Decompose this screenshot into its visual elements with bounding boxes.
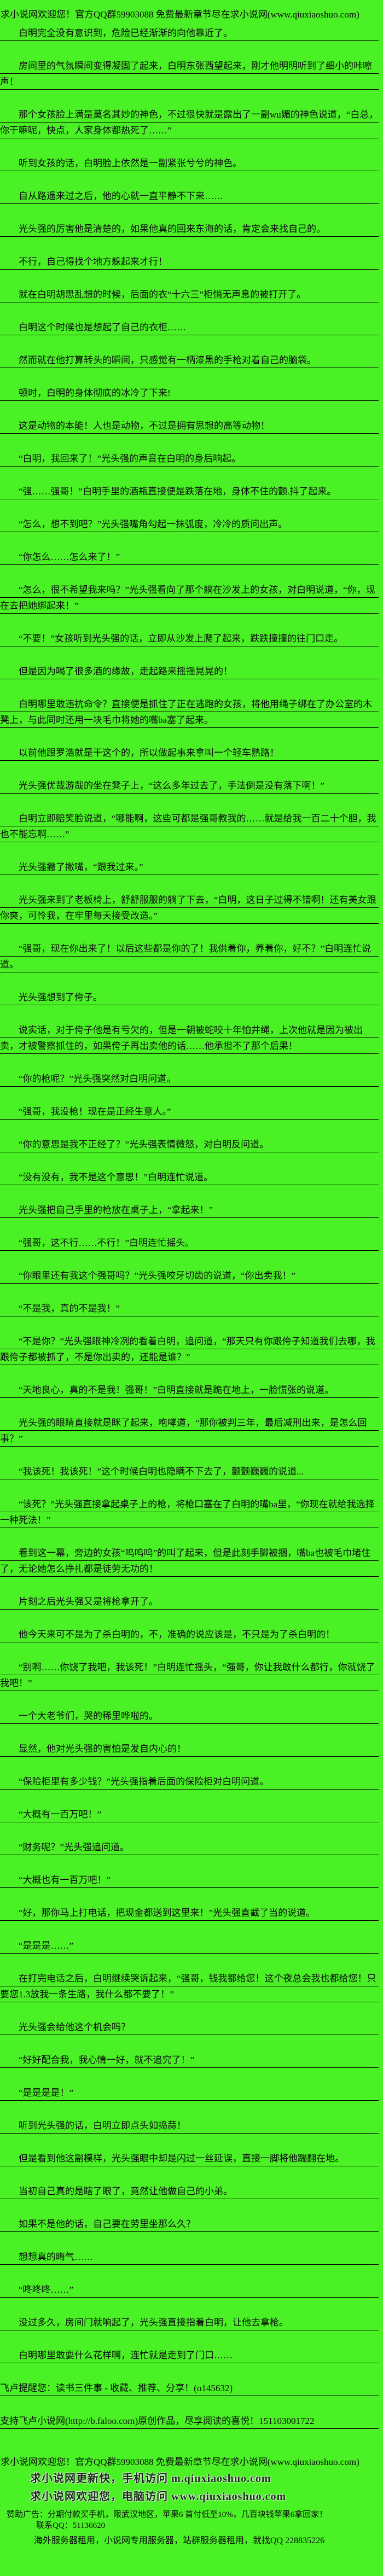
novel-paragraph: 然而就在他打算转头的瞬间，只感觉有一柄漆黑的手枪对着自己的脑袋。 (0, 352, 379, 368)
novel-paragraph: “白明，我回来了！”光头强的声音在白明的身后响起。 (0, 451, 379, 467)
novel-paragraph: “我该死！我该死！”这个时候白明也隐瞒不下去了，颤颤巍巍的说道... (0, 1464, 379, 1479)
novel-paragraph: 光头强撇了撇嘴，“跟我过来。” (0, 859, 379, 875)
novel-paragraph: “大概也有一百万吧！” (0, 1872, 379, 1888)
novel-paragraph: 白明哪里敢耍什么花样啊，连忙就是走到了门口…… (0, 2347, 379, 2363)
novel-paragraph: “强哥，我没枪！现在是正经生意人。” (0, 1104, 379, 1120)
novel-paragraph: 房间里的气氛瞬间变得凝固了起来，白明东张西望起来，刚才他明明听到了细小的咔嚓声！ (0, 58, 379, 90)
novel-paragraph: 光头强优哉游哉的坐在凳子上，“这么多年过去了，手法倒是没有落下啊！” (0, 778, 379, 794)
novel-paragraph: “保险柜里有多少钱？”光头强指着后面的保险柜对白明问道。 (0, 1774, 379, 1790)
novel-paragraph: “不是你？”光头强眼神冷冽的看着白明，追问道，“那天只有你跟侉子知道我们去哪，我… (0, 1333, 379, 1365)
novel-paragraph: 当初自己真的是瞎了眼了，竟然让他做自己的小弟。 (0, 2183, 379, 2199)
novel-paragraph: “好，那你马上打电话，把现金都送到这里来！”光头强直截了当的说道。 (0, 1905, 379, 1921)
faloo-notice-paragraph: 飞卢提醒您：读书三件事 - 收藏、推荐、分享！(o145632) (0, 2380, 379, 2396)
novel-paragraph: 如果不是他的话，自己要在劳里坐那么久？ (0, 2216, 379, 2232)
novel-paragraph: 光头强把自己手里的枪放在桌子上，“拿起来！” (0, 1202, 379, 1218)
novel-paragraph: 想想真的晦气…… (0, 2249, 379, 2265)
novel-paragraph: “该死？”光头强直接拿起桌子上的枪，将枪口塞在了白明的嘴ba里，“你现在就给我选… (0, 1496, 379, 1528)
novel-paragraph: 看到这一幕，旁边的女孩“呜呜呜”的叫了起来，但是此刻手脚被捆，嘴ba也被毛巾堵住… (0, 1545, 379, 1577)
novel-paragraph: 光头强会给他这个机会吗？ (0, 2019, 379, 2035)
novel-paragraph: “没有没有，我不是这个意思！”白明连忙说道。 (0, 1169, 379, 1185)
novel-paragraph: 光头强想到了侉子。 (0, 989, 379, 1005)
footer-pc-access-line: 求小说网欢迎您，电脑访问 www.qiuxiaoshuo.com (30, 2491, 287, 2503)
novel-paragraph: 白明这个时候也是想起了自己的衣柜…… (0, 319, 379, 335)
novel-paragraph: “是是是……” (0, 1938, 379, 1954)
novel-paragraph: “你的枪呢？”光头强突然对白明问道。 (0, 1071, 379, 1087)
novel-paragraph: 自从路遥来过之后，他的心就一直平静不下来…… (0, 188, 379, 204)
novel-paragraph: 没过多久，房间门就响起了，光头强直接指着白明，让他去拿枪。 (0, 2315, 379, 2330)
novel-paragraph: “不要！”女孩听到光头强的话，立即从沙发上爬了起来，跌跌撞撞的往门口走。 (0, 631, 379, 646)
novel-paragraph: 光头强的眼睛直接就是眯了起来，咆哮道，“那你被判三年，最后减刑出来，是怎么回事？… (0, 1415, 379, 1447)
novel-paragraph: “怎么，想不到吧？”光头强嘴角勾起一抹弧度，冷冷的质问出声。 (0, 516, 379, 532)
footer-sponsor-qq-line: 联系QQ：51136620 (36, 2521, 106, 2530)
novel-paragraph: 他今天来可不是为了杀白明的，不，准确的说应该是，不只是为了杀白明的！ (0, 1627, 379, 1642)
novel-paragraph: 就在白明胡思乱想的时候，后面的衣“十六三”柜悄无声息的被打开了。 (0, 287, 379, 302)
footer-mobile-access-line: 求小说网更新快，手机访问 m.qiuxiaoshuo.com (30, 2473, 271, 2485)
novel-paragraph: 一个大老爷们，哭的稀里哗啦的。 (0, 1708, 379, 1724)
novel-paragraph: 但是看到他这副模样，光头强眼中却是闪过一丝延误，直接一脚将他踹翻在地。 (0, 2150, 379, 2166)
novel-paragraph: “你怎么……怎么来了！” (0, 549, 379, 565)
novel-paragraph: “天地良心，真的不是我！强哥！”白明直接就是跪在地上，一脸慌张的说道。 (0, 1382, 379, 1398)
novel-paragraph: 听到光头强的话，白明立即点头如捣蒜！ (0, 2118, 379, 2134)
novel-paragraph: “你的意思是我不正经了？”光头强表情微怒，对白明反问道。 (0, 1137, 379, 1152)
novel-paragraph: 顿时，白明的身体彻底的冰冷了下来! (0, 385, 379, 401)
novel-paragraph: 听到女孩的话，白明脸上依然是一副紧张兮兮的神色。 (0, 155, 379, 171)
novel-paragraph: 但是因为喝了很多酒的缘故，走起路来摇摇晃晃的！ (0, 663, 379, 679)
novel-paragraph: “财务呢？”光头强追问道。 (0, 1839, 379, 1855)
novel-paragraph: 在打完电话之后，白明继续哭诉起来，“强哥，钱我都给您！这个夜总会我也都给您！只要… (0, 1971, 379, 2002)
novel-paragraph: 显然，他对光头强的害怕是发自内心的！ (0, 1741, 379, 1757)
novel-paragraph: 光头强来到了老板椅上，舒舒服服的躺了下去，“白明，这日子过得不错啊！还有美女跟你… (0, 892, 379, 924)
novel-paragraph: “强哥，这不行……不行！”白明连忙摇头。 (0, 1235, 379, 1251)
page-footer: 求小说网欢迎您！官方QQ群59903088 免费最新章节尽在求小说网(www.q… (0, 2454, 383, 2547)
site-welcome-header: 求小说网欢迎您！官方QQ群59903088 免费最新章节尽在求小说网(www.q… (1, 9, 359, 20)
novel-paragraph: 白明哪里敢违抗命令？直接便是抓住了正在逃跑的女孩，将他用绳子绑在了办公室的木凳上… (0, 696, 379, 728)
novel-paragraph: 白明立即赔笑脸说道，“哪能啊，这些可都是强哥教我的……就是给我一百二十个胆，我也… (0, 811, 379, 842)
novel-paragraph: “是是是是！” (0, 2085, 379, 2101)
novel-paragraph: “强哥，现在你出来了！以后这些都是你的了！我供着你，养着你，好不？”白明连忙说道… (0, 941, 379, 972)
novel-paragraph: “好好配合我，我心情一好，就不追究了！” (0, 2052, 379, 2068)
footer-sponsor-ad-line: 赞助广告：分期付款买手机，限武汉地区，苹果6 首付低至10%，几百块钱苹果6拿回… (7, 2510, 328, 2519)
novel-paragraph: 白明完全没有意识到，危险已经渐渐的向他靠近了。 (0, 25, 379, 41)
novel-paragraph: 说实话，对于侉子他是有亏欠的，但是一朝被蛇咬十年怕井绳，上次他就是因为被出卖，才… (0, 1022, 379, 1054)
novel-paragraph: “强……强哥！”白明手里的酒瓶直接便是跌落在地，身体不住的颤.抖了起来。 (0, 483, 379, 499)
footer-server-rental-line: 海外服务器租用，小说网专用服务器，站群服务器租用，就找QQ 228835226 (34, 2536, 325, 2545)
novel-paragraph: 以前他跟罗浩就是干这个的，所以做起事来拿叫一个轻车熟路！ (0, 745, 379, 761)
novel-paragraph: 片刻之后光头强又是将枪拿开了。 (0, 1594, 379, 1610)
novel-paragraph: 那个女孩脸上满是莫名其妙的神色，不过很快就是露出了一副wu媚的神色说道，“白总，… (0, 107, 379, 138)
novel-paragraph: 这是动物的本能！人也是动物，不过是拥有思想的高等动物！ (0, 418, 379, 434)
faloo-notice-paragraph: 支持飞卢小说网(http://b.faloo.com)原创作品，尽享阅读的喜悦！… (0, 2413, 379, 2429)
novel-paragraph: “你眼里还有我这个强哥吗？”光头强咬牙切齿的说道，“你出卖我！” (0, 1268, 379, 1284)
novel-paragraph: “大概有一百万吧！” (0, 1806, 379, 1822)
novel-paragraph: “怎么，很不希望我来吗？”光头强看向了那个躺在沙发上的女孩，对白明说道，“你，现… (0, 582, 379, 614)
novel-paragraph: 不行，自己得找个地方躲起来才行！ (0, 254, 379, 270)
novel-paragraph: “咚咚咚……” (0, 2282, 379, 2298)
novel-paragraph: “别啊……你饶了我吧，我该死！”白明连忙摇头，“强哥，你让我敢什么都行，你就饶了… (0, 1659, 379, 1691)
footer-welcome-line: 求小说网欢迎您！官方QQ群59903088 免费最新章节尽在求小说网(www.q… (1, 2457, 359, 2467)
novel-paragraph: “不是我，真的不是我！” (0, 1301, 379, 1316)
chapter-content: 白明完全没有意识到，危险已经渐渐的向他靠近了。房间里的气氛瞬间变得凝固了起来，白… (0, 25, 383, 2429)
novel-paragraph: 光头强的厉害他是清楚的，如果他真的回来东海的话，肯定会来找自己的。 (0, 221, 379, 237)
